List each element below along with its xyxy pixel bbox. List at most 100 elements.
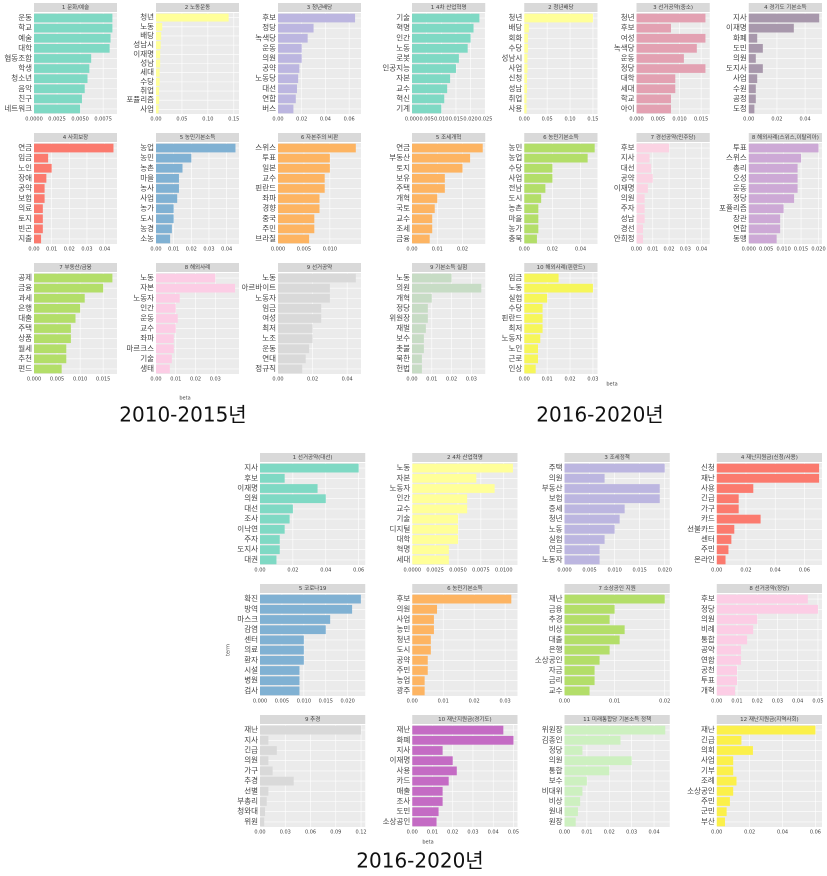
bar bbox=[412, 334, 424, 343]
strip bbox=[260, 453, 366, 462]
y-tick-label: 검사 bbox=[244, 685, 258, 695]
y-tick-label: 주민 bbox=[701, 796, 715, 806]
y-tick-label: 의원 bbox=[244, 755, 258, 765]
x-tick-label: 0.02 bbox=[186, 247, 197, 253]
strip bbox=[636, 3, 710, 12]
y-tick-label: 녹색당 bbox=[255, 32, 276, 42]
bar bbox=[412, 625, 434, 635]
bar bbox=[34, 54, 92, 63]
x-tick-label: 0.010 bbox=[297, 699, 311, 705]
bar bbox=[278, 184, 325, 193]
y-tick-label: 자금 bbox=[549, 666, 563, 675]
x-tick-label: 0.09 bbox=[330, 830, 341, 836]
x-tick-label: 0.00 bbox=[519, 377, 530, 383]
y-tick-label: 선불카드 bbox=[687, 524, 715, 533]
y-tick-label: 토지 bbox=[18, 214, 32, 223]
bar bbox=[156, 77, 160, 86]
x-tick-label: 0.02 bbox=[457, 247, 468, 253]
bar bbox=[524, 74, 527, 83]
bar bbox=[156, 304, 176, 313]
y-tick-label: 재난 bbox=[244, 725, 258, 734]
y-tick-label: 센터 bbox=[701, 534, 715, 544]
bar bbox=[524, 234, 537, 244]
bar bbox=[156, 273, 216, 283]
x-tick-label: 0.01 bbox=[427, 830, 438, 836]
y-tick-label: 성남시 bbox=[502, 53, 523, 62]
y-tick-label: 노조 bbox=[262, 334, 276, 343]
strip bbox=[156, 133, 239, 142]
strip bbox=[716, 584, 822, 593]
x-tick-label: 0.005 bbox=[297, 247, 311, 253]
bar bbox=[716, 524, 735, 534]
bar bbox=[156, 96, 160, 105]
bar bbox=[748, 224, 781, 234]
y-tick-label: 노인 bbox=[18, 162, 32, 172]
y-tick-label: 연합 bbox=[262, 94, 276, 103]
y-tick-label: 공천 bbox=[701, 665, 715, 675]
y-tick-label: 동맹 bbox=[733, 233, 747, 243]
y-tick-label: 의원 bbox=[244, 493, 258, 503]
bar bbox=[748, 13, 820, 23]
y-tick-label: 비상 bbox=[549, 796, 563, 806]
y-tick-label: 수원 bbox=[733, 84, 747, 93]
x-tick-label: 0.000 bbox=[629, 117, 643, 123]
bar bbox=[260, 524, 285, 534]
y-tick-label: 지출 bbox=[18, 233, 32, 243]
y-tick-label: 증세 bbox=[549, 504, 563, 513]
strip bbox=[156, 263, 239, 272]
bar bbox=[34, 234, 42, 244]
bar bbox=[260, 735, 269, 745]
bar bbox=[524, 94, 527, 104]
panel-title: 2 노동운동 bbox=[185, 4, 211, 11]
bar bbox=[278, 364, 303, 374]
y-tick-label: 좌파 bbox=[262, 194, 276, 203]
bar bbox=[278, 54, 302, 63]
y-tick-label: 운동 bbox=[140, 313, 154, 322]
y-tick-label: 의원 bbox=[733, 52, 747, 62]
bar bbox=[412, 776, 449, 786]
y-tick-label: 로봇 bbox=[396, 53, 410, 62]
x-tick-label: 0.015 bbox=[449, 117, 463, 123]
y-tick-label: 정당 bbox=[701, 603, 715, 613]
y-tick-label: 도지사 bbox=[237, 545, 258, 554]
y-tick-label: 녹색당 bbox=[614, 42, 635, 52]
y-tick-label: 경향 bbox=[262, 203, 276, 213]
y-tick-label: 토지 bbox=[396, 163, 410, 172]
y-tick-label: 총리 bbox=[733, 163, 747, 172]
bar bbox=[636, 214, 645, 224]
y-tick-label: 사업 bbox=[733, 74, 747, 83]
y-tick-label: 핀란드 bbox=[502, 312, 523, 322]
bar bbox=[260, 494, 326, 504]
x-tick-label: 0.01 bbox=[170, 377, 181, 383]
strip bbox=[278, 133, 361, 142]
bar bbox=[260, 615, 331, 624]
y-tick-label: 센터 bbox=[244, 634, 258, 644]
bar bbox=[748, 94, 756, 104]
bar bbox=[524, 153, 588, 163]
strip bbox=[524, 133, 598, 142]
bar bbox=[524, 143, 595, 153]
y-tick-label: 운동 bbox=[18, 13, 32, 22]
bar bbox=[748, 174, 798, 183]
bar bbox=[412, 514, 459, 524]
y-tick-label: 마을 bbox=[140, 173, 154, 182]
y-tick-label: 세대 bbox=[621, 84, 635, 93]
bar bbox=[260, 807, 266, 817]
y-tick-label: 긴급 bbox=[701, 734, 715, 744]
x-tick-label: 0.010 bbox=[776, 247, 790, 253]
x-tick-label: 0.06 bbox=[353, 568, 364, 574]
bar bbox=[412, 324, 426, 333]
bar bbox=[636, 54, 684, 63]
x-tick-label: 0.00 bbox=[559, 830, 570, 836]
bar bbox=[412, 224, 433, 234]
y-tick-label: 사업 bbox=[508, 173, 522, 182]
bar bbox=[260, 555, 277, 565]
bar bbox=[34, 354, 67, 364]
x-tick-label: 0.005 bbox=[419, 117, 433, 123]
strip bbox=[524, 3, 598, 12]
y-tick-label: 사업 bbox=[396, 615, 410, 624]
y-tick-label: 좌파 bbox=[140, 334, 154, 343]
y-tick-label: 교수 bbox=[549, 686, 563, 695]
panel-title: 7 부동산/금융 bbox=[59, 263, 91, 271]
y-tick-label: 위원장 bbox=[542, 724, 563, 734]
